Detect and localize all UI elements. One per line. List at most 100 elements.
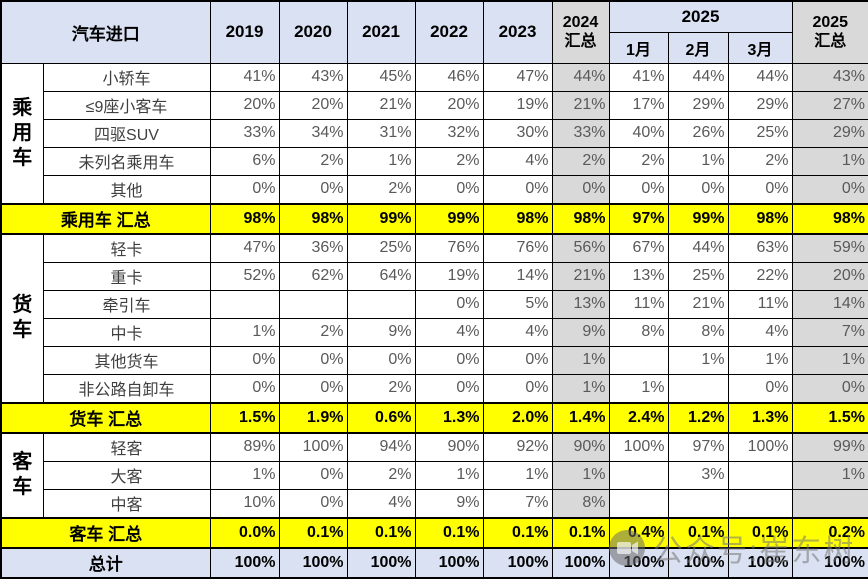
value-cell: 0% [791,373,868,404]
value-cell: 0.1% [278,516,348,549]
row-label: 非公路自卸车 [42,373,211,404]
group-label: 货 车 [0,233,44,404]
value-cell: 2% [346,174,416,205]
value-cell: 44% [551,62,610,92]
value-cell: 97% [667,432,729,462]
value-cell: 100% [727,432,793,462]
value-cell [608,460,669,490]
value-cell: 0% [278,174,348,205]
value-cell: 30% [482,118,553,148]
value-cell: 1.9% [278,401,348,434]
value-cell: 0% [791,174,868,205]
value-cell: 0.1% [667,516,729,549]
value-cell: 2% [278,317,348,347]
value-cell: 9% [414,488,484,519]
col-header-2025-total-line2: 汇总 [814,33,847,51]
value-cell [608,345,669,375]
row-label: 重卡 [42,261,211,291]
value-cell: 0% [209,174,280,205]
value-cell: 67% [608,233,669,263]
value-cell: 1% [346,146,416,176]
value-cell: 1% [791,146,868,176]
value-cell: 19% [482,90,553,120]
value-cell [791,488,868,519]
value-cell: 90% [551,432,610,462]
value-cell: 2% [608,146,669,176]
value-cell: 44% [667,233,729,263]
value-cell: 1% [791,345,868,375]
value-cell: 90% [414,432,484,462]
value-cell: 100% [551,546,610,579]
value-cell: 1.3% [414,401,484,434]
grand-total-label: 总计 [0,546,211,579]
col-header-2025-group: 2025 [608,0,793,33]
value-cell: 1% [667,146,729,176]
value-cell: 97% [608,202,669,235]
value-cell: 25% [667,261,729,291]
value-cell: 0.1% [727,516,793,549]
table-row: 四驱SUV 33% 34% 31% 32% 30% 33% 40% 26% 25% 29% [1,118,868,148]
header-row-1: 汽车进口 2019 2020 2021 2022 2023 2024 汇总 20… [0,0,868,64]
value-cell: 7% [791,317,868,347]
table-title: 汽车进口 [0,0,211,64]
value-cell: 2.0% [482,401,553,434]
value-cell: 2% [346,373,416,404]
value-cell [278,289,348,319]
value-cell: 11% [727,289,793,319]
value-cell: 0% [414,174,484,205]
value-cell: 0.4% [608,516,669,549]
value-cell: 0% [346,345,416,375]
value-cell: 19% [414,261,484,291]
table-row: 其他货车 0% 0% 0% 0% 0% 1% 1% 1% 1% [1,345,868,375]
value-cell: 46% [414,62,484,92]
value-cell: 0.1% [482,516,553,549]
value-cell: 0% [482,373,553,404]
col-header-month-feb: 2月 [667,31,729,64]
table-row: 牵引车 0% 5% 13% 11% 21% 11% 14% [1,289,868,319]
value-cell: 41% [209,62,280,92]
value-cell: 100% [278,432,348,462]
row-label: ≤9座小客车 [42,90,211,120]
value-cell: 0% [414,373,484,404]
value-cell: 99% [346,202,416,235]
value-cell: 20% [414,90,484,120]
value-cell: 33% [551,118,610,148]
value-cell: 100% [346,546,416,579]
table-row: 货车 汇总 1.5% 1.9% 0.6% 1.3% 2.0% 1.4% 2.4% 1.2% 1.3… [0,401,868,434]
value-cell: 27% [791,90,868,120]
value-cell: 2% [278,146,348,176]
value-cell: 25% [346,233,416,263]
value-cell: 0% [727,174,793,205]
value-cell: 47% [209,233,280,263]
col-header-2020: 2020 [278,0,348,64]
col-header-2021: 2021 [346,0,416,64]
row-label: 牵引车 [42,289,211,319]
value-cell: 0% [209,345,280,375]
value-cell: 0% [667,174,729,205]
value-cell: 0% [278,345,348,375]
value-cell: 33% [209,118,280,148]
group-label: 乘 用 车 [0,62,44,205]
table-row: 乘 用 车小轿车 41% 43% 45% 46% 47% 44% 41% 44% 44% 43% [0,62,868,205]
value-cell: 41% [608,62,669,92]
value-cell: 3% [667,460,729,490]
subtotal-label: 客车 汇总 [0,516,211,549]
row-label: 中卡 [42,317,211,347]
value-cell: 9% [346,317,416,347]
value-cell: 8% [608,317,669,347]
value-cell: 98% [551,202,610,235]
row-label: 大客 [42,460,211,490]
value-cell: 98% [209,202,280,235]
value-cell: 4% [346,488,416,519]
row-label: 四驱SUV [42,118,211,148]
col-header-month-mar: 3月 [727,31,793,64]
value-cell: 100% [209,546,280,579]
col-header-2024-total-line1: 2024 [562,14,599,32]
value-cell: 45% [346,62,416,92]
value-cell: 76% [482,233,553,263]
value-cell: 32% [414,118,484,148]
value-cell: 11% [608,289,669,319]
row-label: 其他 [42,174,211,205]
value-cell: 1.2% [667,401,729,434]
row-label: 轻卡 [42,233,211,263]
